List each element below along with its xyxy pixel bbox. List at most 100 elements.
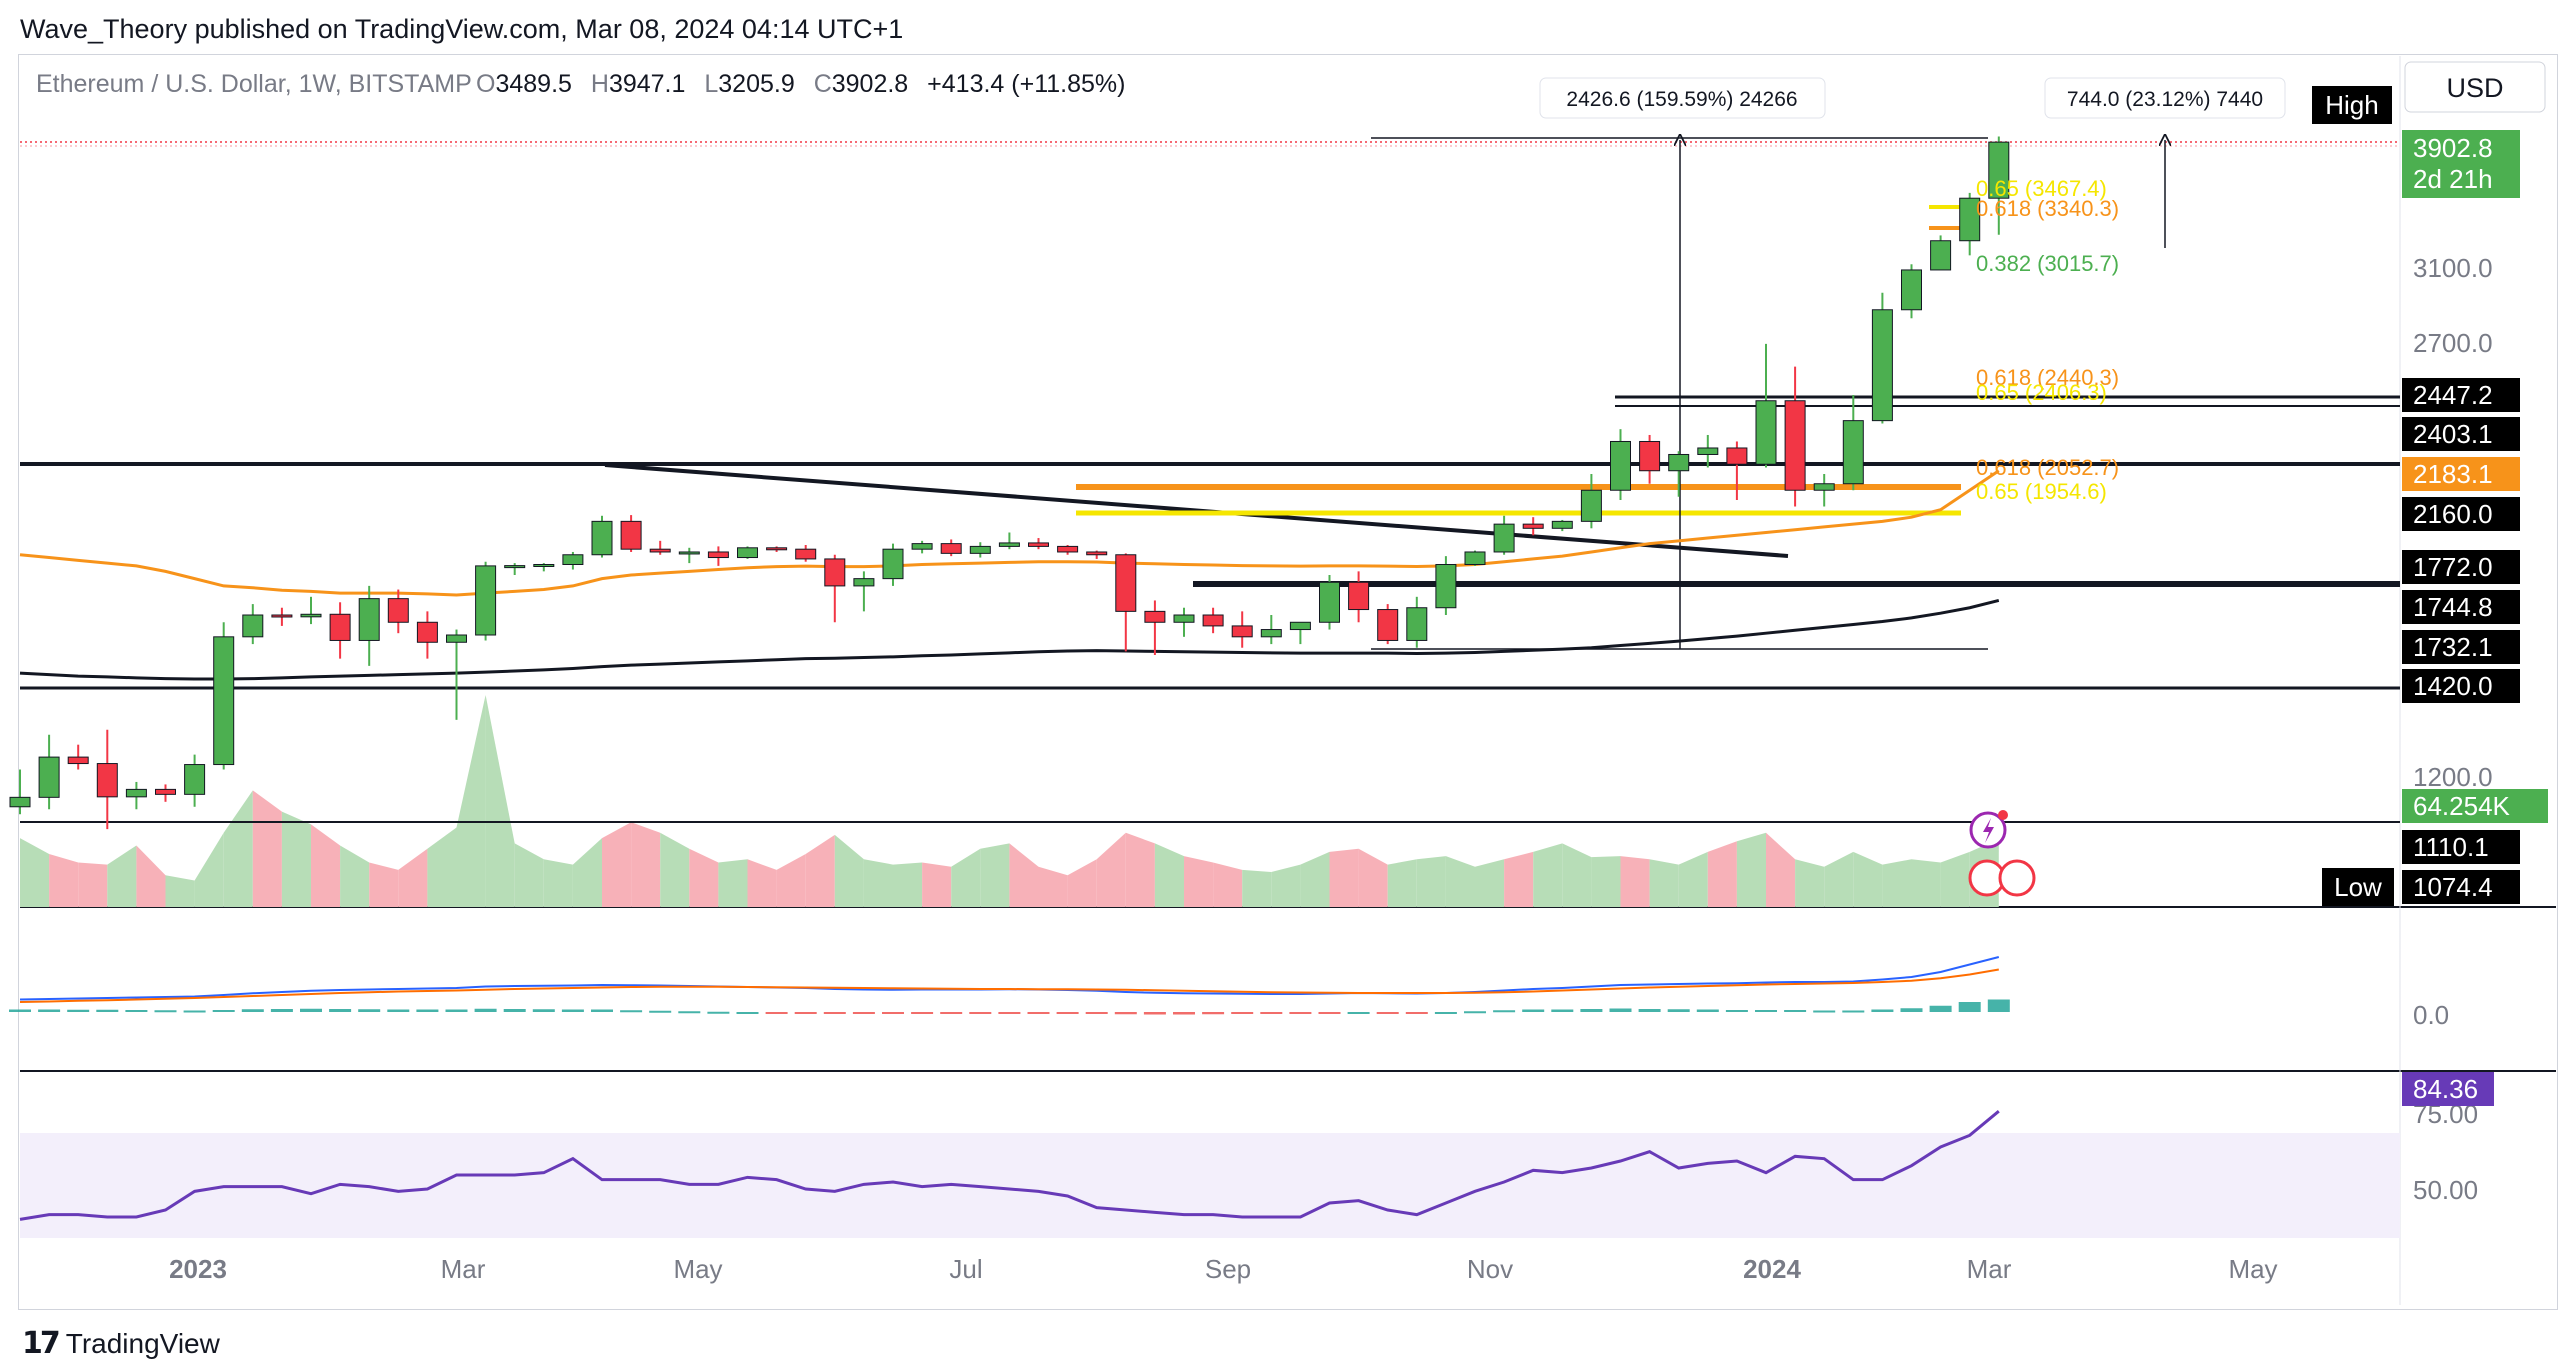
candle-body[interactable] [387,598,409,623]
candle-body[interactable] [1464,551,1486,565]
candle-body[interactable] [1930,240,1952,271]
tradingview-logo[interactable]: 𝟭𝟳 TradingView [22,1326,220,1361]
macd-histogram-bar [503,1009,526,1012]
candle-body[interactable] [853,578,875,587]
candle-body[interactable] [1435,563,1457,609]
candle-body[interactable] [1173,614,1195,623]
candle-body[interactable] [1522,523,1544,529]
candle-body[interactable] [125,788,147,798]
candle-body[interactable] [184,764,206,795]
candle-body[interactable] [358,598,380,641]
volume-area-segment [1271,864,1301,907]
candle-body[interactable] [620,520,642,550]
candle-body[interactable] [155,788,176,795]
candle-body[interactable] [416,621,438,643]
macd-histogram-bar [620,1010,643,1013]
us-flag-event-icon-2[interactable] [1998,859,2036,897]
candle-body[interactable] [1377,609,1399,641]
candle-body[interactable] [1668,453,1690,472]
candle-body[interactable] [1028,542,1049,547]
ema-black-line [19,598,2000,681]
volume-tag: 64.254K [2413,791,2511,821]
volume-area-segment [1853,851,1883,907]
candle-body[interactable] [969,545,991,554]
candle-body[interactable] [678,551,700,555]
currency-button-box[interactable] [2404,61,2546,113]
volume-area-segment [20,838,50,907]
candle-body[interactable] [1755,400,1777,465]
candle-body[interactable] [1959,197,1981,242]
candle-body[interactable] [300,613,322,618]
volume-area-segment [1445,856,1475,907]
candle-body[interactable] [766,547,788,551]
macd-pane [9,956,2010,1015]
candle-body[interactable] [1144,610,1166,623]
candle-body[interactable] [1057,545,1079,553]
price-tag-2160-box [2402,497,2520,531]
macd-histogram-bar [270,1009,293,1012]
price-tag-1732-box [2402,630,2520,664]
candle-body[interactable] [1260,629,1282,638]
macd-histogram-bar [9,1009,31,1012]
macd-histogram-bar [736,1012,759,1014]
currency-button[interactable]: USD [2446,73,2503,103]
candle-body[interactable] [475,565,497,636]
candle-body[interactable] [1988,141,2010,199]
candle-body[interactable] [533,563,555,567]
candle-body[interactable] [1319,581,1340,623]
candle-body[interactable] [446,634,467,643]
candle-body[interactable] [1493,523,1515,553]
candle-body[interactable] [882,548,904,580]
published-by-line: Wave_Theory published on TradingView.com… [20,14,904,44]
macd-histogram-bar [1900,1008,1923,1012]
candle-body[interactable] [1348,581,1370,611]
candle-body[interactable] [1697,447,1719,455]
candle-body[interactable] [1580,489,1602,522]
candle-body[interactable] [911,543,933,550]
measure-label-short: 744.0 (23.12%) 7440 [2067,88,2263,111]
candle-body[interactable] [1202,614,1224,627]
candle-body[interactable] [795,548,817,560]
candle-body[interactable] [649,548,671,553]
price-tag-2447: 2447.2 [2413,380,2493,410]
rsi-tag-box [2402,1072,2494,1106]
candle-body[interactable] [329,613,351,641]
candle-body[interactable] [38,756,60,798]
volume-area-segment [980,843,1010,907]
low-tag-box [2322,868,2394,906]
candle-body[interactable] [504,565,526,569]
candle-body[interactable] [9,796,31,808]
candle-body[interactable] [1901,269,1922,311]
candle-body[interactable] [1813,483,1835,491]
candle-body[interactable] [1289,621,1311,631]
macd-signal-line [19,968,1999,1003]
candle-body[interactable] [1726,447,1748,465]
candle-body[interactable] [1551,520,1573,529]
candle-body[interactable] [1784,400,1806,491]
candle-body[interactable] [1406,607,1428,641]
candle-body[interactable] [1842,420,1864,485]
candle-body[interactable] [1086,551,1108,556]
candle-body[interactable] [591,520,613,556]
candle-body[interactable] [562,554,584,565]
candle-body[interactable] [1231,625,1253,638]
candle-body[interactable] [67,756,89,765]
candle-body[interactable] [271,614,293,618]
candle-body[interactable] [213,636,235,766]
candle-body[interactable] [1639,440,1661,472]
candle-body[interactable] [1610,440,1631,491]
candle-body[interactable] [242,614,264,638]
candle-body[interactable] [737,547,758,559]
macd-histogram-bar [1289,1012,1312,1014]
candle-body[interactable] [707,551,729,559]
volume-area-segment [398,848,428,907]
macd-histogram-bar [794,1012,817,1014]
candle-body[interactable] [998,542,1020,547]
candle-body[interactable] [1115,554,1137,612]
chart-legend-symbol[interactable]: Ethereum / U.S. Dollar, 1W, BITSTAMP [36,70,472,98]
candle-body[interactable] [1871,309,1893,422]
candle-body[interactable] [96,763,118,798]
candle-body[interactable] [940,543,962,554]
candle-body[interactable] [824,558,846,587]
